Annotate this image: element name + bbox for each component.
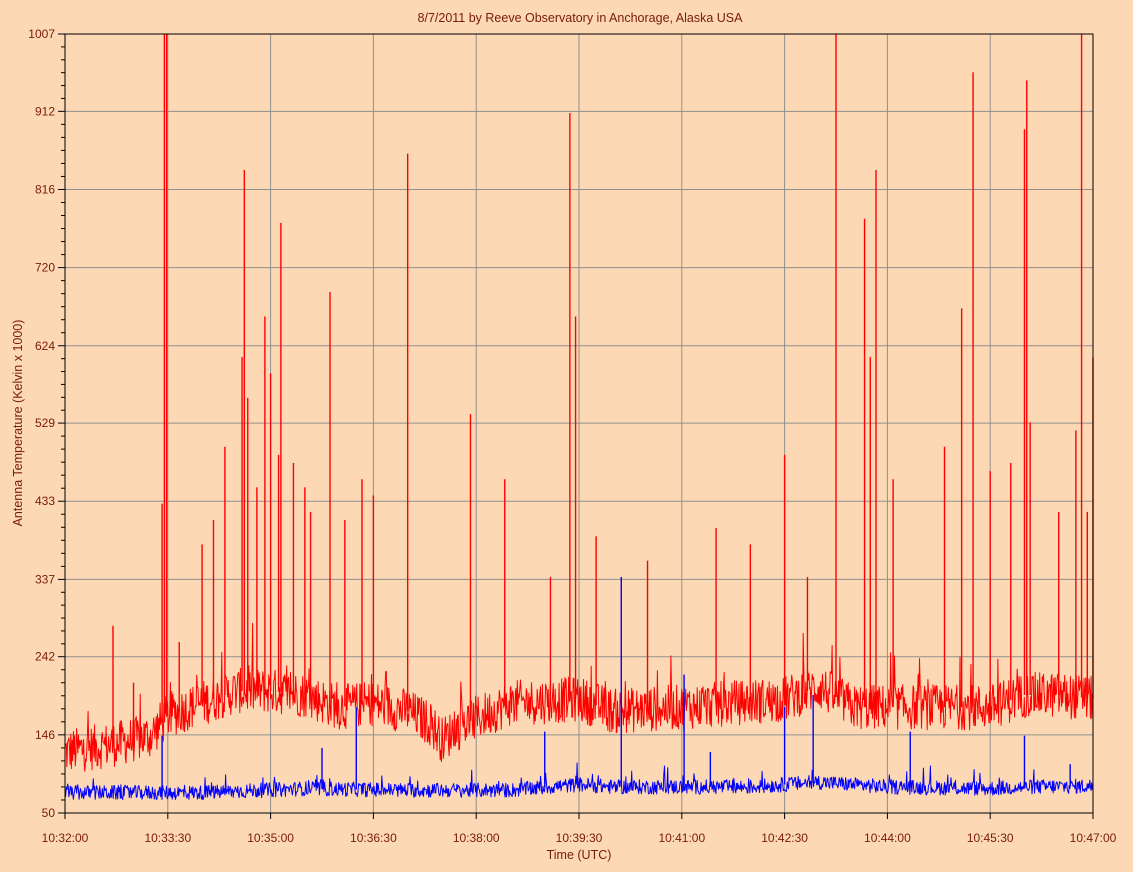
- x-tick-label: 10:36:30: [350, 831, 397, 845]
- y-tick-label: 529: [35, 416, 55, 430]
- series-trace-blue: [64, 762, 1094, 801]
- x-tick-label: 10:44:00: [864, 831, 911, 845]
- y-axis-label: Antenna Temperature (Kelvin x 1000): [11, 320, 25, 527]
- x-tick-label: 10:39:30: [556, 831, 603, 845]
- x-tick-label: 10:32:00: [42, 831, 89, 845]
- y-tick-label: 242: [35, 650, 55, 664]
- y-tick-label: 816: [35, 182, 55, 196]
- x-tick-label: 10:35:00: [247, 831, 294, 845]
- x-tick-label: 10:47:00: [1070, 831, 1117, 845]
- plot-frame: [64, 33, 1094, 814]
- x-tick-label: 10:45:30: [967, 831, 1014, 845]
- x-tick-label: 10:41:00: [658, 831, 705, 845]
- y-tick-label: 50: [42, 806, 56, 820]
- series-trace-red: [64, 622, 1094, 772]
- series-lines: [64, 34, 1094, 801]
- y-tick-label: 146: [35, 728, 55, 742]
- x-tick-label: 10:42:30: [761, 831, 808, 845]
- y-tick-label: 912: [35, 104, 55, 118]
- chart-title: 8/7/2011 by Reeve Observatory in Anchora…: [418, 11, 744, 25]
- x-tick-label: 10:38:00: [453, 831, 500, 845]
- y-tick-label: 624: [35, 339, 55, 353]
- axis-ticks: 50 146 242 337 433 529 624 720 816 912 1007 10:32:0…: [28, 27, 1116, 845]
- x-tick-label: 10:33:30: [144, 831, 191, 845]
- y-tick-label: 1007: [28, 27, 55, 41]
- y-tick-label: 720: [35, 261, 55, 275]
- y-tick-label: 337: [35, 572, 55, 586]
- x-axis-label: Time (UTC): [547, 848, 612, 862]
- y-tick-label: 433: [35, 494, 55, 508]
